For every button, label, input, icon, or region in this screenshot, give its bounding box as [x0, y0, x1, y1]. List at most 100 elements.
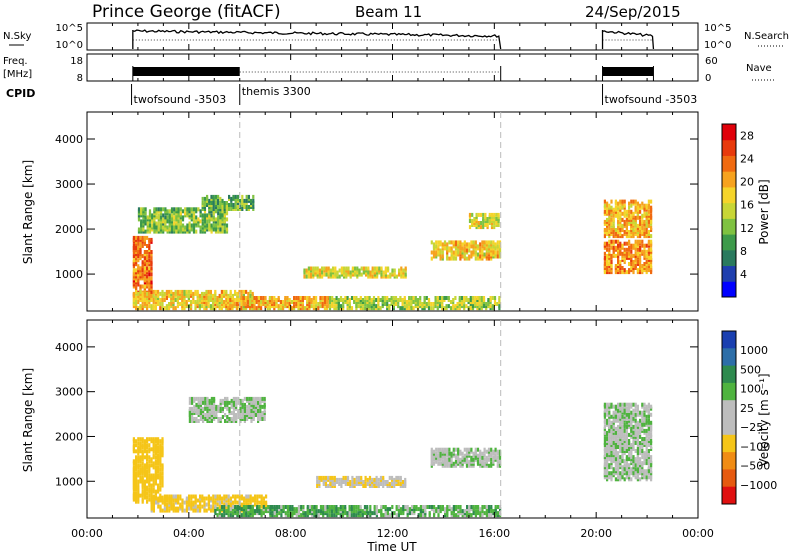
heat-cell — [395, 480, 398, 484]
heat-cell — [251, 291, 254, 296]
heat-cell — [490, 248, 493, 253]
heat-cell — [625, 270, 628, 275]
heat-cell — [450, 455, 453, 460]
heat-cell — [384, 511, 387, 516]
heat-cell — [465, 248, 469, 253]
heat-cell — [335, 505, 338, 509]
heat-cell — [179, 221, 182, 226]
heat-cell — [240, 289, 243, 294]
heat-cell — [610, 228, 613, 232]
heat-cell — [229, 302, 232, 306]
heat-cell — [141, 499, 144, 504]
heat-cell — [493, 212, 496, 217]
heat-cell — [338, 477, 341, 482]
heat-cell — [603, 424, 606, 429]
heat-cell — [423, 296, 426, 300]
heat-cell — [135, 461, 138, 466]
heat-cell — [132, 304, 135, 309]
heat-cell — [461, 455, 464, 460]
heat-cell — [334, 272, 337, 277]
heat-cell — [246, 396, 249, 401]
heat-cell — [650, 255, 653, 260]
heat-cell — [497, 217, 500, 221]
heat-cell — [268, 304, 271, 309]
heat-cell — [329, 475, 332, 480]
heat-cell — [619, 471, 622, 476]
heat-cell — [360, 480, 363, 484]
heat-cell — [208, 409, 211, 413]
heat-cell — [232, 411, 235, 415]
heat-cell — [314, 266, 317, 271]
heat-cell — [408, 507, 411, 512]
heat-cell — [194, 289, 197, 294]
heat-cell — [190, 223, 193, 228]
heat-cell — [619, 260, 622, 264]
heat-cell — [313, 507, 316, 512]
heat-cell — [636, 420, 639, 425]
heat-cell — [383, 296, 387, 300]
heat-cell — [228, 203, 231, 207]
heat-cell — [337, 304, 340, 309]
heat-cell — [471, 296, 475, 300]
heat-cell — [603, 475, 606, 480]
heat-cell — [166, 229, 169, 234]
heat-cell — [441, 304, 444, 309]
heat-cell — [170, 296, 173, 300]
heat-cell — [647, 203, 650, 208]
heat-cell — [146, 495, 149, 500]
heat-cell — [623, 203, 626, 208]
heat-cell — [206, 219, 209, 224]
heat-cell — [470, 244, 473, 249]
colorbar-swatch — [722, 139, 736, 156]
heat-cell — [498, 254, 502, 259]
heat-cell — [382, 274, 385, 279]
heat-cell — [146, 235, 149, 240]
heat-cell — [223, 289, 226, 294]
heat-cell — [614, 426, 617, 431]
heat-cell — [446, 507, 449, 512]
heat-cell — [348, 298, 351, 302]
heat-cell — [384, 505, 387, 509]
heat-cell — [255, 306, 258, 311]
heat-cell — [439, 455, 442, 460]
heat-cell — [647, 234, 650, 239]
heat-cell — [338, 274, 341, 279]
heat-cell — [243, 406, 246, 411]
heat-cell — [139, 455, 142, 460]
nsky-tick-top: 10^5 — [56, 23, 83, 34]
heat-cell — [192, 296, 195, 300]
heat-cell — [608, 434, 611, 439]
heat-cell — [251, 505, 254, 509]
heat-cell — [492, 455, 495, 460]
x-tick-label: 08:00 — [275, 527, 307, 540]
heat-cell — [639, 268, 642, 273]
heat-cell — [219, 201, 222, 205]
heat-cell — [146, 473, 149, 478]
heat-cell — [617, 475, 620, 480]
heat-cell — [218, 494, 221, 499]
heat-cell — [351, 475, 354, 480]
heat-cell — [141, 235, 144, 240]
heat-cell — [236, 507, 239, 512]
heat-cell — [617, 455, 620, 460]
heat-cell — [239, 406, 242, 411]
heat-cell — [146, 306, 149, 311]
heat-cell — [293, 304, 296, 309]
heat-cell — [406, 505, 409, 509]
heat-cell — [465, 256, 469, 261]
heat-cell — [446, 256, 449, 261]
heat-cell — [634, 402, 637, 407]
x-tick-label: 00:00 — [71, 527, 103, 540]
heat-cell — [214, 505, 217, 509]
heat-cell — [306, 304, 309, 309]
heat-cell — [630, 268, 633, 273]
heat-cell — [610, 475, 613, 480]
heat-cell — [207, 304, 210, 309]
heat-cell — [137, 241, 140, 246]
heat-cell — [439, 248, 442, 253]
heat-cell — [139, 244, 142, 248]
heat-cell — [369, 505, 372, 509]
heat-cell — [159, 467, 162, 472]
heat-cell — [137, 274, 140, 279]
heat-cell — [457, 507, 460, 512]
